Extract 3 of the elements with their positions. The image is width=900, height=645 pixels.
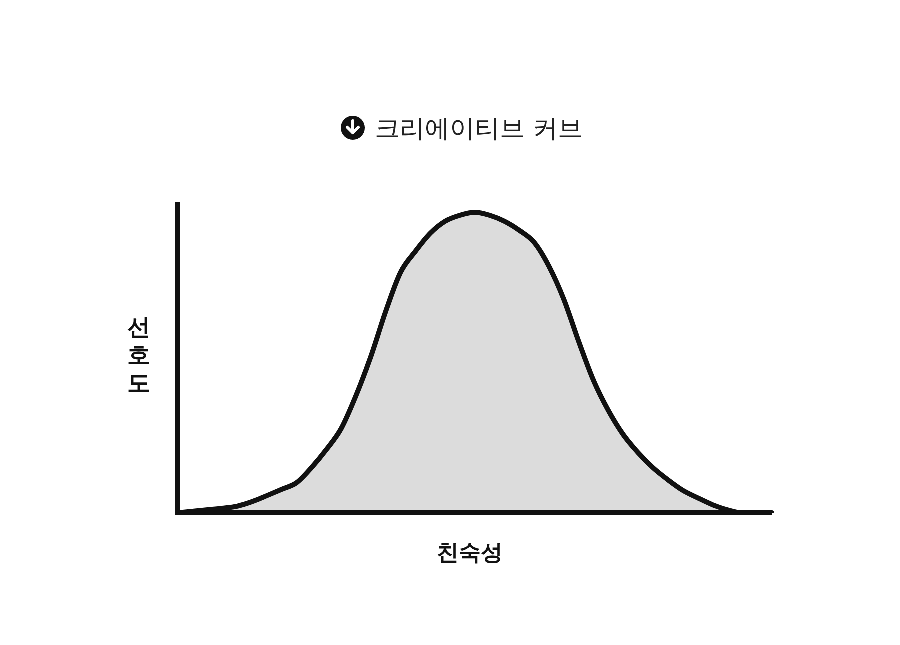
chart-title: 크리에이티브 커브 — [375, 112, 583, 144]
x-axis-title: 친숙성 — [436, 540, 504, 568]
y-axis-title: 선호도 — [126, 314, 152, 398]
